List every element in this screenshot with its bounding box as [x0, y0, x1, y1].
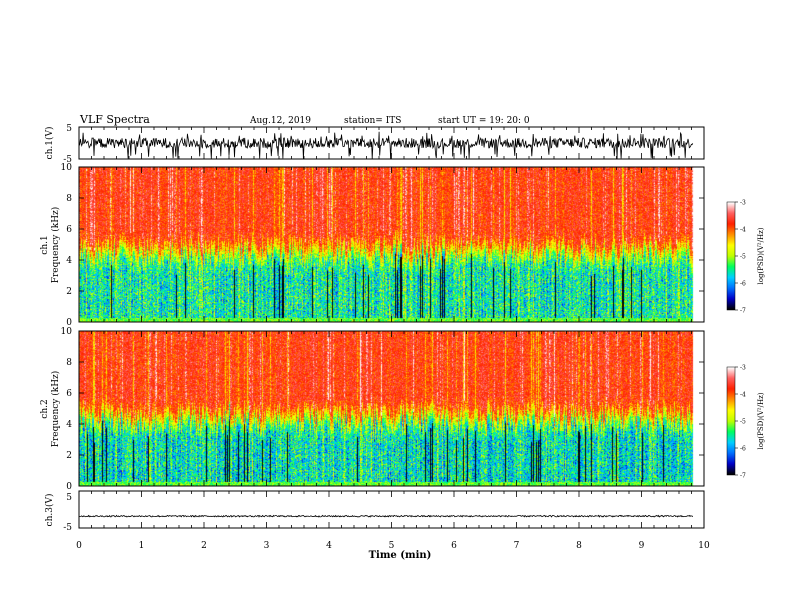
time-tick-label: 8: [576, 541, 582, 551]
colorbar-tick-label: -7: [740, 308, 746, 315]
colorbar-tick-label: -5: [740, 419, 746, 426]
frequency-tick-label: 8: [66, 194, 72, 204]
time-tick-marks: [78, 127, 705, 528]
ch1-spectrogram-image: [79, 167, 704, 322]
time-tick-label: 7: [514, 541, 520, 551]
frequency-tick-label: 6: [66, 225, 72, 235]
ch3-waveform-panel: 5 -5 ch.3(V): [44, 490, 705, 533]
ch1-channel-label: ch.1: [40, 235, 50, 254]
ch2-spectrogram-image: [79, 331, 704, 486]
time-axis-label: Time (min): [369, 550, 432, 561]
time-tick-label: 2: [201, 541, 207, 551]
date-label: Aug.12, 2019: [249, 116, 311, 126]
frequency-tick-label: 8: [66, 358, 72, 368]
frequency-tick-label: 10: [61, 327, 73, 337]
time-tick-label: 10: [698, 541, 710, 551]
colorbar-tick-label: -4: [740, 227, 746, 234]
ch1-ylabel: ch.1(V): [44, 127, 55, 160]
time-tick-label: 3: [264, 541, 270, 551]
ch3-ylabel: ch.3(V): [44, 494, 55, 527]
ch1-frequency-ticks: 0 2 4 6 8 10: [61, 163, 704, 328]
ch1-waveform-panel: 5 -5 ch.1(V): [44, 124, 705, 165]
frequency-tick-label: 0: [66, 482, 72, 492]
colorbar-tick-label: -3: [740, 365, 746, 372]
ch2-frequency-axis-label: Frequency (kHz): [50, 371, 61, 448]
start-time-label: start UT = 19: 20: 0: [438, 116, 530, 126]
ch1-colorbar: -3 -4 -5 -6 -7 log(PSD)(V²/Hz): [726, 200, 765, 315]
ch1-ytick-bottom: -5: [63, 155, 72, 165]
ch2-colorbar-ticks: -3 -4 -5 -6 -7: [735, 365, 746, 480]
ch2-channel-label: ch.2: [40, 399, 50, 418]
ch2-colorbar: -3 -4 -5 -6 -7 log(PSD)(V²/Hz): [726, 365, 765, 480]
frequency-tick-label: 2: [66, 287, 72, 297]
ch2-colorbar-image: [727, 367, 735, 475]
ch1-spectrogram-panel: 0 2 4 6 8 10 ch.1 Frequency (kHz): [40, 163, 705, 328]
ch1-waveform-trace: [78, 131, 694, 159]
ch1-colorbar-label: log(PSD)(V²/Hz): [757, 227, 765, 284]
station-label: station= ITS: [344, 116, 401, 126]
ch1-frequency-axis-label: Frequency (kHz): [50, 207, 61, 284]
ch1-colorbar-ticks: -3 -4 -5 -6 -7: [735, 200, 746, 315]
ch1-colorbar-image: [727, 202, 735, 310]
time-tick-label: 5: [389, 541, 395, 551]
colorbar-tick-label: -6: [740, 281, 746, 288]
time-tick-label: 1: [139, 541, 145, 551]
figure-title: VLF Spectra: [79, 113, 150, 126]
colorbar-tick-label: -4: [740, 392, 746, 399]
colorbar-tick-label: -3: [740, 200, 746, 207]
time-tick-label: 4: [326, 541, 332, 551]
ch2-colorbar-label: log(PSD)(V²/Hz): [757, 392, 765, 449]
frequency-tick-label: 10: [61, 163, 73, 173]
time-tick-label: 9: [639, 541, 645, 551]
ch3-ytick-top: 5: [66, 493, 72, 503]
colorbar-tick-label: -7: [740, 473, 746, 480]
ch1-ytick-top: 5: [66, 124, 72, 134]
frequency-tick-label: 4: [66, 256, 72, 266]
ch3-ytick-bottom: -5: [63, 523, 72, 533]
time-tick-label: 6: [451, 541, 457, 551]
frequency-tick-label: 4: [66, 420, 72, 430]
frequency-tick-label: 2: [66, 451, 72, 461]
time-tick-label: 0: [76, 541, 82, 551]
colorbar-tick-label: -6: [740, 446, 746, 453]
frequency-tick-label: 6: [66, 389, 72, 399]
ch2-spectrogram-panel: 0 2 4 6 8 10 ch.2 Frequency (kHz): [40, 327, 705, 492]
ch3-waveform-trace: [78, 514, 694, 518]
ch2-frequency-ticks: 0 2 4 6 8 10: [61, 327, 704, 492]
frequency-tick-label: 0: [66, 318, 72, 328]
colorbar-tick-label: -5: [740, 254, 746, 261]
time-axis-tick-labels: 0 1 2 3 4 5 6 7 8 9 10: [76, 541, 710, 551]
